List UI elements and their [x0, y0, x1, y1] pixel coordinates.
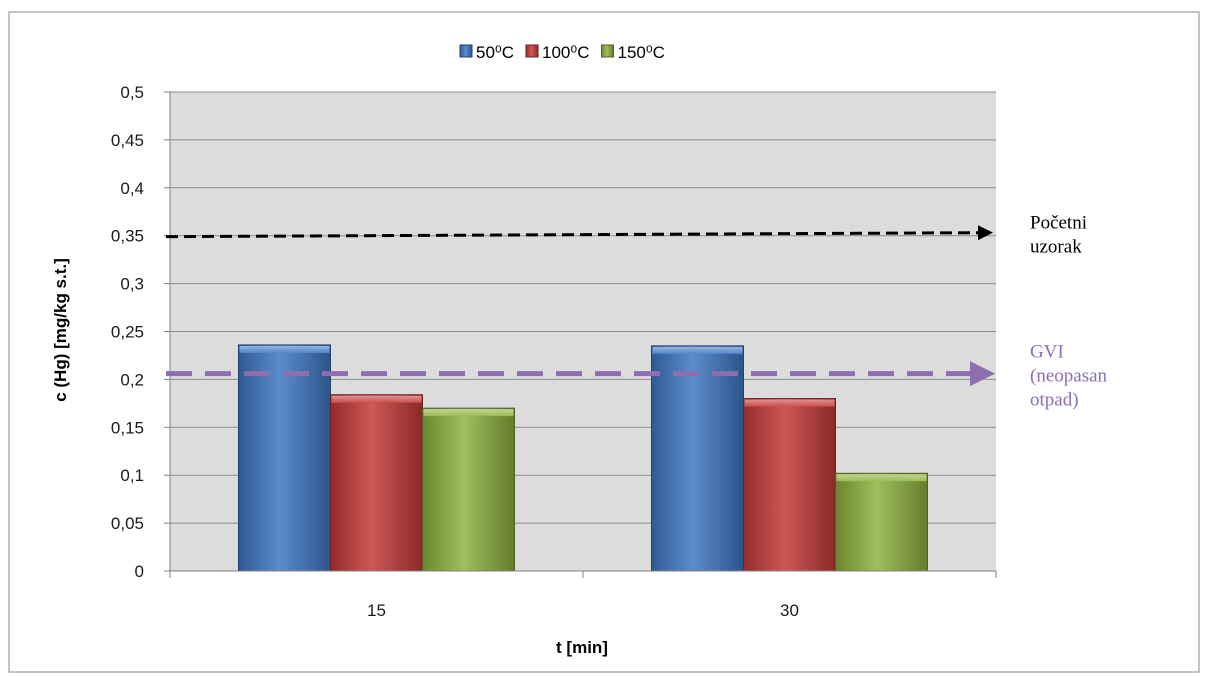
legend-swatch — [525, 44, 539, 58]
x-axis-title: t [min] — [556, 638, 608, 657]
legend: 50⁰C 100⁰C 150⁰C — [459, 43, 665, 62]
bars — [238, 344, 928, 572]
bar-50⁰C-15 — [238, 344, 331, 572]
bar-100⁰C-30 — [743, 398, 836, 572]
reference-label: GVI — [1030, 342, 1064, 363]
bar-highlight — [652, 346, 743, 354]
bar-highlight — [836, 474, 927, 482]
legend-label: 150⁰C — [617, 43, 664, 62]
y-tick-label: 0,05 — [111, 514, 144, 533]
reference-label: otpad) — [1030, 390, 1079, 411]
reference-label: (neopasan — [1030, 366, 1108, 387]
y-tick-label: 0,4 — [120, 179, 144, 198]
y-tick-label: 0 — [135, 562, 144, 581]
bar-highlight — [239, 345, 330, 353]
legend-swatch — [459, 44, 473, 58]
y-tick-label: 0,45 — [111, 131, 144, 150]
bar-100⁰C-15 — [330, 394, 423, 572]
reference-lines: Početni uzorak GVI (neopasan otpad) — [165, 213, 1108, 411]
reference-line-1 — [165, 225, 993, 241]
y-tick-labels: 0 0,05 0,1 0,15 0,2 0,25 0,3 0,35 0,4 0,45 0,5 — [111, 83, 170, 581]
bar-highlight — [744, 399, 835, 407]
x-tick-label: 15 — [367, 601, 386, 620]
legend-swatch — [600, 44, 614, 58]
y-tick-label: 0,35 — [111, 227, 144, 246]
x-tick-label: 30 — [780, 601, 799, 620]
legend-label: 50⁰C — [476, 43, 514, 62]
bar-150⁰C-30 — [835, 472, 928, 572]
bar-highlight — [331, 395, 422, 403]
y-tick-label: 0,15 — [111, 418, 144, 437]
bar-50⁰C-30 — [651, 345, 744, 572]
y-tick-label: 0,2 — [120, 370, 144, 389]
bar-highlight — [423, 409, 514, 417]
y-tick-label: 0,3 — [120, 275, 144, 294]
y-tick-label: 0,5 — [120, 83, 144, 102]
y-tick-label: 0,25 — [111, 323, 144, 342]
bar-150⁰C-15 — [422, 407, 515, 572]
y-tick-label: 0,1 — [120, 466, 144, 485]
y-axis-title: c (Hg) [mg/kg s.t.] — [51, 258, 70, 402]
reference-label: uzorak — [1030, 237, 1082, 258]
legend-label: 100⁰C — [542, 43, 589, 62]
reference-label: Početni — [1030, 213, 1087, 234]
x-tick-labels: 15 30 — [169, 571, 997, 620]
